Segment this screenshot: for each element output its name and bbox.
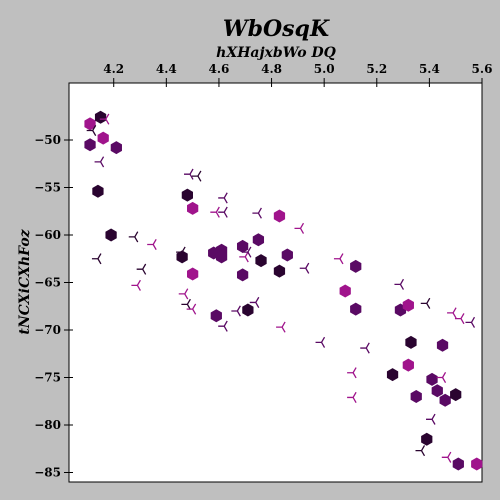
tri-point — [184, 168, 194, 180]
tri-point — [249, 296, 260, 308]
hexagon-point — [410, 390, 422, 403]
tri-point — [276, 321, 286, 333]
x-tick-label: 4.4 — [156, 62, 177, 76]
x-tick-label: 5.6 — [472, 62, 493, 76]
tri-point — [447, 307, 457, 319]
tri-point — [86, 124, 97, 137]
tri-point — [299, 262, 310, 274]
hexagon-point — [439, 393, 451, 407]
tri-point — [218, 192, 228, 204]
tri-point — [426, 413, 436, 425]
y-tick-label: −50 — [34, 133, 61, 147]
hexagon-point — [236, 239, 249, 253]
x-tick-label: 4.2 — [103, 62, 124, 76]
x-tick-label: 5.0 — [314, 62, 335, 76]
tri-point — [218, 206, 228, 218]
tri-point — [315, 336, 326, 348]
hexagon-point — [452, 457, 464, 471]
tri-point — [241, 246, 252, 258]
data-points — [84, 110, 483, 471]
tri-point — [420, 297, 431, 309]
plot-area — [68, 82, 483, 483]
chart-subtitle: hXHajxbWo DQ — [216, 45, 336, 61]
y-tick-label: −55 — [34, 181, 61, 195]
x-tick-label: 4.8 — [261, 62, 282, 76]
hexagon-point — [281, 248, 293, 262]
tri-point — [347, 367, 357, 379]
hexagon-point — [187, 201, 199, 215]
hexagon-point — [97, 131, 109, 145]
tri-point — [178, 288, 189, 300]
tri-point — [186, 303, 197, 315]
hexagon-point — [110, 141, 122, 155]
hexagon-point — [273, 209, 286, 223]
hexagon-point — [405, 335, 417, 349]
tri-point — [191, 170, 202, 182]
hexagon-point — [350, 259, 362, 273]
hexagon-point — [402, 298, 414, 312]
hexagon-point — [215, 250, 228, 264]
hexagon-point — [339, 284, 351, 298]
tri-point — [360, 342, 370, 354]
hexagon-point — [402, 358, 414, 372]
tri-point — [333, 253, 344, 265]
y-tick-label: −75 — [34, 371, 61, 385]
hexagon-point — [426, 372, 438, 386]
hexagon-point — [94, 110, 107, 124]
hexagon-point — [450, 388, 462, 402]
hexagon-point — [436, 338, 449, 352]
hexagon-point — [273, 264, 286, 278]
hexagon-point — [350, 302, 362, 316]
hexagon-point — [242, 303, 254, 317]
y-tick-label: −65 — [34, 276, 61, 290]
hexagon-point — [176, 250, 188, 264]
y-tick-label: −70 — [34, 323, 61, 337]
hexagon-point — [84, 117, 96, 131]
tri-point — [99, 113, 110, 125]
tri-point — [91, 253, 102, 265]
hexagon-point — [84, 138, 96, 152]
y-axis: −50 −55 −60 −65 −70 −75 −80 −85 — [34, 133, 73, 480]
y-tick-label: −60 — [34, 228, 61, 242]
hexagon-point — [431, 384, 443, 398]
hexagon-point — [236, 268, 249, 282]
tri-point — [128, 231, 139, 243]
x-tick-label: 4.6 — [208, 62, 229, 76]
hexagon-point — [386, 368, 399, 382]
tri-point — [436, 371, 447, 384]
hexagon-point — [421, 432, 433, 446]
tri-point — [347, 391, 357, 403]
tri-point — [252, 207, 262, 219]
tri-point — [210, 206, 220, 218]
hexagon-point — [252, 233, 265, 247]
hexagon-point — [105, 228, 117, 242]
hexagon-point — [181, 188, 193, 202]
tri-point — [147, 238, 157, 251]
x-axis: 4.2 4.4 4.6 4.8 5.0 5.2 5.4 5.6 — [103, 62, 492, 87]
tri-point — [131, 279, 141, 291]
tri-point — [415, 445, 426, 457]
hexagon-point — [92, 184, 104, 198]
y-tick-label: −80 — [34, 418, 61, 432]
chart-title: WbOsqK — [223, 16, 330, 42]
tri-point — [454, 313, 465, 325]
tri-point — [394, 278, 405, 290]
tri-point — [176, 246, 186, 258]
tri-point — [294, 222, 305, 234]
y-tick-label: −85 — [34, 466, 61, 480]
hexagon-point — [210, 309, 222, 323]
y-axis-label: tNCXiCXhFoz — [17, 228, 33, 334]
tri-point — [465, 316, 476, 328]
hexagon-point — [255, 254, 267, 268]
tri-point — [441, 451, 452, 463]
tri-point — [231, 305, 241, 317]
tri-point — [218, 320, 228, 332]
hexagon-point — [471, 457, 483, 471]
hexagon-point — [187, 267, 199, 281]
x-tick-label: 5.2 — [366, 62, 387, 76]
tri-point — [136, 263, 147, 275]
tri-point — [94, 156, 105, 168]
x-tick-label: 5.4 — [419, 62, 440, 76]
